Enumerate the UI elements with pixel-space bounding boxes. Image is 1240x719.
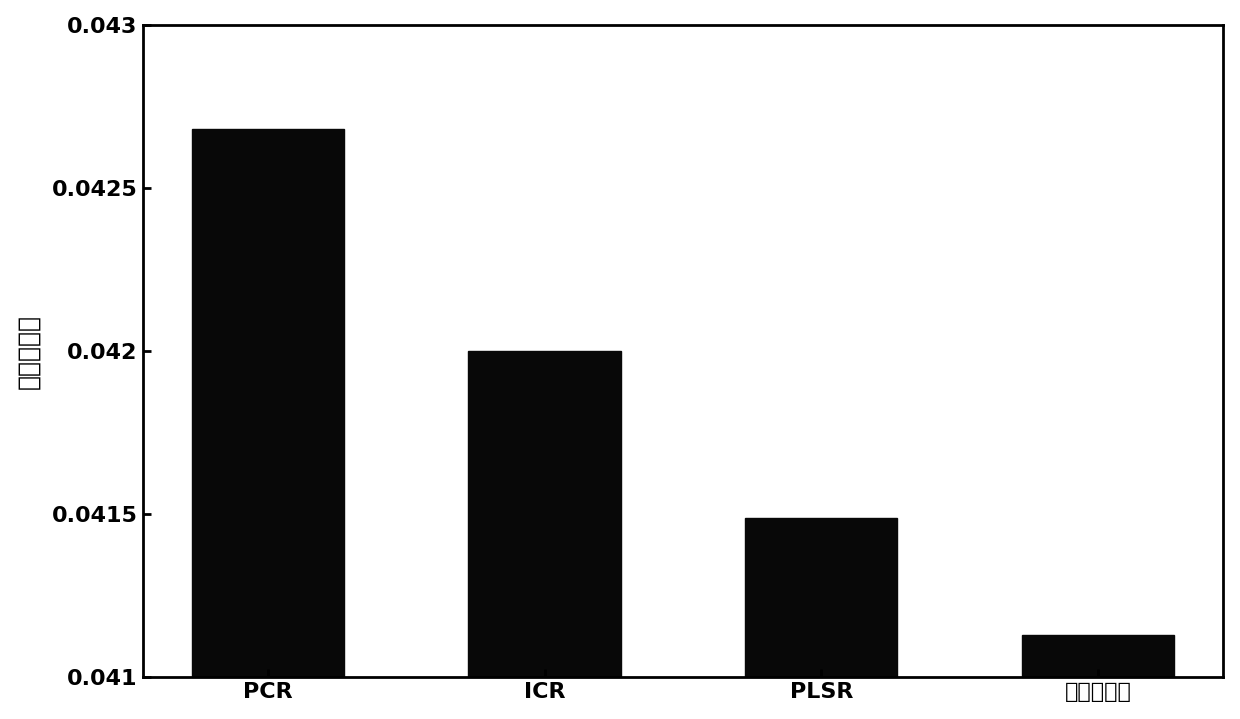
Y-axis label: 均方根误差: 均方根误差 xyxy=(16,313,41,388)
Bar xyxy=(192,129,343,677)
Bar xyxy=(745,518,898,677)
Bar xyxy=(1022,635,1174,677)
Bar xyxy=(469,351,621,677)
